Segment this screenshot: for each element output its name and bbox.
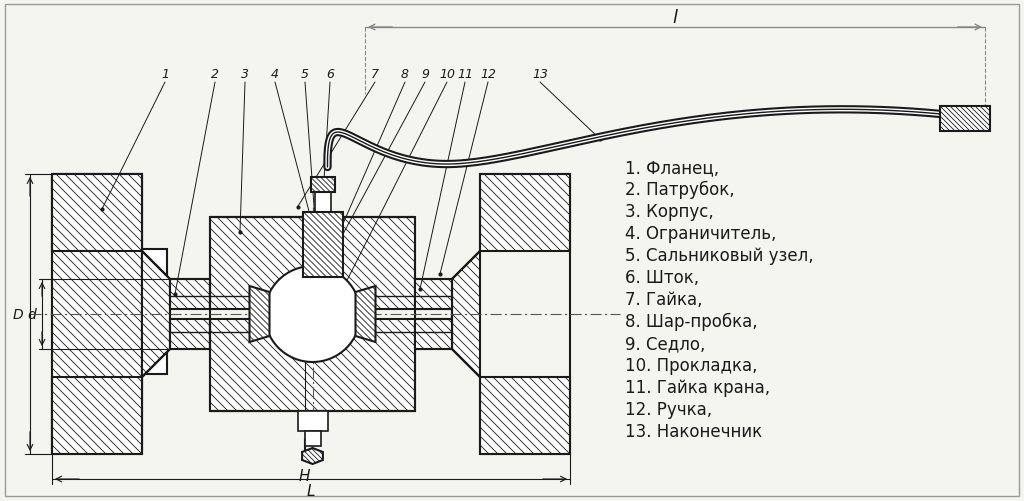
Text: 3: 3 <box>241 68 249 81</box>
Text: D: D <box>12 308 24 321</box>
Polygon shape <box>940 107 990 132</box>
Polygon shape <box>415 319 452 349</box>
Text: 4: 4 <box>271 68 279 81</box>
Text: 1: 1 <box>161 68 169 81</box>
Polygon shape <box>52 175 142 449</box>
Polygon shape <box>250 287 269 342</box>
Text: L: L <box>307 483 315 498</box>
Text: 8: 8 <box>401 68 409 81</box>
Polygon shape <box>355 287 376 342</box>
Polygon shape <box>170 319 210 349</box>
Bar <box>142 249 167 374</box>
Text: 13. Наконечник: 13. Наконечник <box>625 422 762 440</box>
Text: 12: 12 <box>480 68 496 81</box>
Text: 12. Ручка,: 12. Ручка, <box>625 400 712 418</box>
Text: l: l <box>673 9 678 27</box>
Text: 2. Патрубок,: 2. Патрубок, <box>625 180 734 199</box>
Text: 8. Шар-пробка,: 8. Шар-пробка, <box>625 312 758 331</box>
Text: 13: 13 <box>532 68 548 81</box>
Polygon shape <box>52 175 142 252</box>
Text: 4. Ограничитель,: 4. Ограничитель, <box>625 224 776 242</box>
Text: 6: 6 <box>326 68 334 81</box>
Bar <box>298 411 328 431</box>
Polygon shape <box>452 252 480 377</box>
Text: 1. Фланец,: 1. Фланец, <box>625 159 719 177</box>
Bar <box>314 192 331 278</box>
Polygon shape <box>480 175 570 252</box>
Circle shape <box>264 267 360 362</box>
Polygon shape <box>480 377 570 454</box>
Polygon shape <box>210 217 415 310</box>
Polygon shape <box>210 319 415 411</box>
Text: 11. Гайка крана,: 11. Гайка крана, <box>625 378 770 396</box>
Text: H: H <box>299 468 310 483</box>
Text: 5. Сальниковый узел,: 5. Сальниковый узел, <box>625 246 814 265</box>
Polygon shape <box>142 252 170 377</box>
Text: 10. Прокладка,: 10. Прокладка, <box>625 356 758 374</box>
Polygon shape <box>310 178 335 192</box>
Polygon shape <box>302 212 342 278</box>
Text: 5: 5 <box>301 68 309 81</box>
Text: 7. Гайка,: 7. Гайка, <box>625 291 702 309</box>
Text: d: d <box>28 308 37 321</box>
Text: 9: 9 <box>421 68 429 81</box>
Polygon shape <box>170 280 210 310</box>
Text: 11: 11 <box>457 68 473 81</box>
Text: 7: 7 <box>371 68 379 81</box>
Polygon shape <box>302 448 323 464</box>
Text: 9. Седло,: 9. Седло, <box>625 334 706 352</box>
Polygon shape <box>52 377 142 454</box>
Polygon shape <box>415 280 452 310</box>
Text: 3. Корпус,: 3. Корпус, <box>625 202 714 220</box>
Bar <box>304 431 321 446</box>
Text: 6. Шток,: 6. Шток, <box>625 269 699 287</box>
Text: 10: 10 <box>439 68 455 81</box>
Text: 2: 2 <box>211 68 219 81</box>
